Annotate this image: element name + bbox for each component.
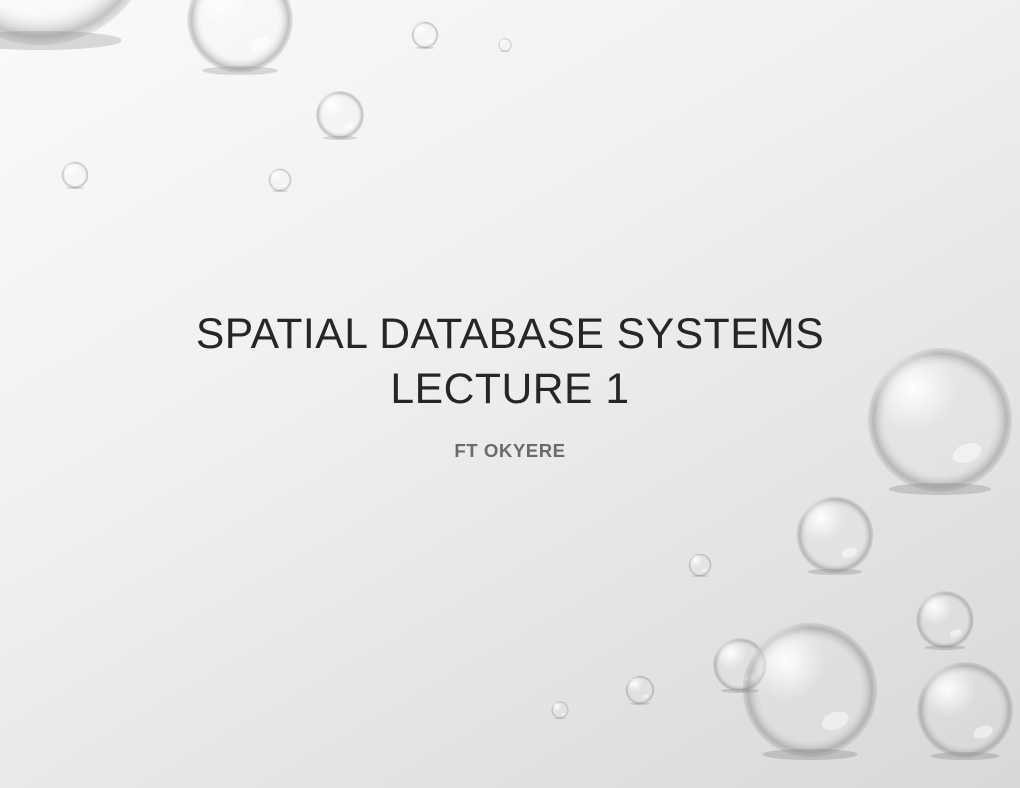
water-droplet-icon <box>0 0 160 50</box>
water-droplet-icon <box>185 0 295 75</box>
water-droplet-icon <box>61 161 89 189</box>
title-line-2: LECTURE 1 <box>0 365 1020 414</box>
water-droplet-icon <box>315 90 365 140</box>
water-droplet-icon <box>498 38 512 52</box>
title-line-1: SPATIAL DATABASE SYSTEMS <box>0 310 1020 359</box>
subtitle: FT OKYERE <box>0 440 1020 462</box>
water-droplet-icon <box>740 620 880 760</box>
water-droplet-icon <box>688 553 712 577</box>
slide: SPATIAL DATABASE SYSTEMS LECTURE 1 FT OK… <box>0 0 1020 788</box>
water-droplet-icon <box>411 21 439 49</box>
water-droplet-icon <box>915 660 1015 760</box>
water-droplet-icon <box>795 495 875 575</box>
water-droplet-icon <box>712 637 768 693</box>
water-droplet-icon <box>551 701 569 719</box>
title-block: SPATIAL DATABASE SYSTEMS LECTURE 1 FT OK… <box>0 310 1020 462</box>
water-droplet-icon <box>268 168 292 192</box>
water-droplet-icon <box>625 675 655 705</box>
water-droplet-icon <box>915 590 975 650</box>
